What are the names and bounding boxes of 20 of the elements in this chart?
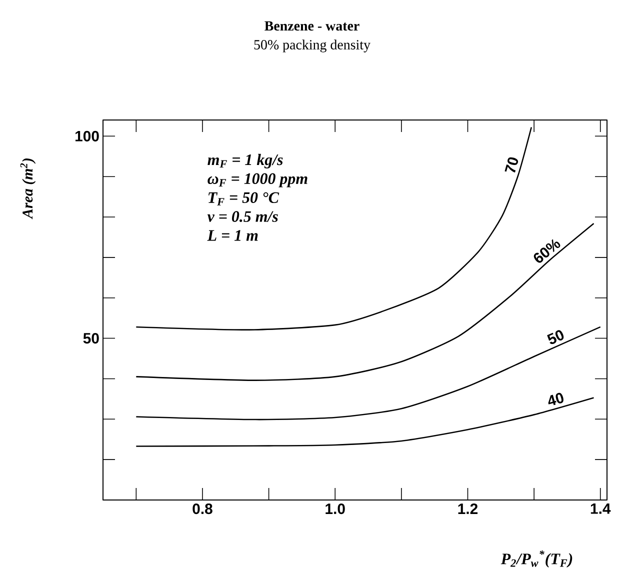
line-series bbox=[136, 326, 602, 420]
legend-label: 50 bbox=[547, 330, 564, 344]
line-series bbox=[136, 222, 594, 381]
annotation: v = 0.5 m/s bbox=[207, 211, 278, 222]
annotation: m$_{F}$ = 1 kg/s bbox=[208, 154, 283, 168]
x-axis-title: P$_{2}$/P$_{w}$$^{*}$(T$_{F}$) bbox=[500, 550, 572, 568]
x-tick-label: 0.8 bbox=[192, 504, 212, 514]
x-tick-label: 1.4 bbox=[590, 504, 611, 514]
legend-label: 60% bbox=[534, 239, 560, 263]
chart-title: Benzene - water bbox=[264, 21, 360, 31]
text: 40 bbox=[548, 392, 564, 406]
y-axis-title: Area (m$^{2}$) bbox=[20, 158, 36, 220]
annotation: ω$_{F}$ = 1000 ppm bbox=[208, 173, 308, 188]
x-tick-label: 1.2 bbox=[458, 504, 478, 514]
annotation: L = 1 m bbox=[207, 230, 258, 241]
x-tick-label: 1.0 bbox=[326, 504, 345, 514]
annotation: T$_{F}$ = 50 °C bbox=[208, 192, 280, 206]
chart-subtitle: 50% packing density bbox=[254, 40, 370, 52]
text: 70 bbox=[504, 157, 518, 172]
y-tick-label: 100 bbox=[75, 130, 99, 142]
